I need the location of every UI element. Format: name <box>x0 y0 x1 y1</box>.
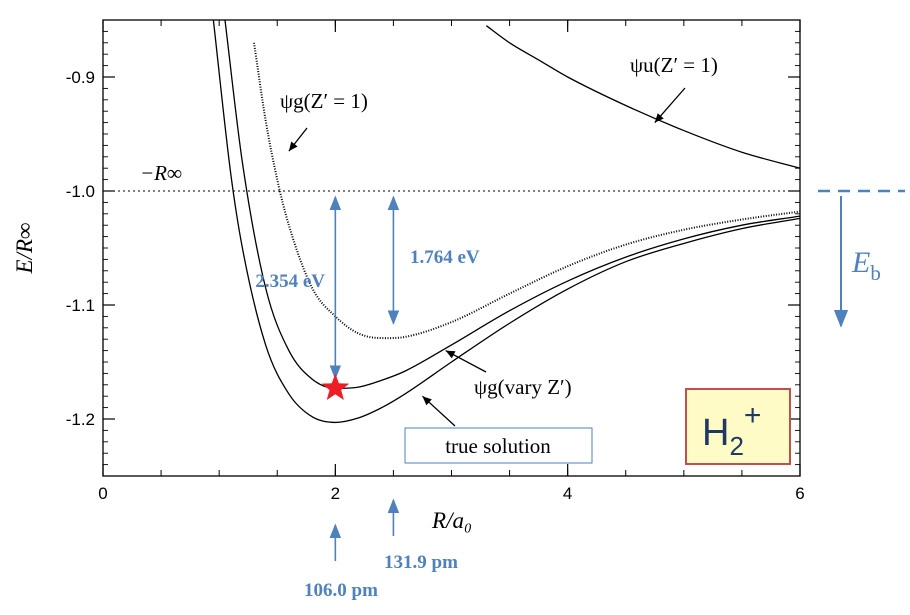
annotation-psi-u-z1: ψu(Z′ = 1) <box>630 53 718 77</box>
annotation-psi-g-z1: ψg(Z′ = 1) <box>280 89 368 113</box>
series-psi-u-z1 <box>485 25 800 169</box>
y-tick-label: -1.1 <box>66 296 95 315</box>
x-tick-label: 6 <box>795 484 804 503</box>
svg-text:H2+: H2+ <box>702 399 761 461</box>
badge-subscript: 2 <box>729 431 743 461</box>
reference-line-label: −R∞ <box>140 161 182 185</box>
y-tick-label: -0.9 <box>66 68 95 87</box>
y-tick-label: -1.2 <box>66 410 95 429</box>
badge-base: H <box>702 412 729 454</box>
binding-energy-label: Eb <box>851 246 881 285</box>
annotation-arrowhead <box>288 141 298 152</box>
bond-length-label-1060: 106.0 pm <box>304 580 378 601</box>
x-axis-label: R/a₀ <box>431 508 472 533</box>
y-tick-label: -1.0 <box>66 182 95 201</box>
minimum-star-marker <box>321 373 350 401</box>
x-tick-label: 0 <box>98 484 107 503</box>
series-true-solution <box>212 20 800 424</box>
annotation-arrowhead <box>422 396 432 406</box>
true-solution-legend-box: true solution <box>404 427 593 464</box>
bond-length-label-1319: 131.9 pm <box>384 552 458 573</box>
series-psi-g-z1 <box>253 42 800 340</box>
annotation-arrowhead <box>654 113 664 123</box>
energy-gap-label-2354: 2.354 eV <box>255 271 325 292</box>
x-tick-label: 2 <box>331 484 340 503</box>
molecule-badge: H2+ <box>685 388 791 465</box>
y-axis-label: E/R∞ <box>12 223 37 275</box>
energy-gap-label-1764: 1.764 eV <box>410 247 480 268</box>
annotation-arrowhead <box>445 350 456 359</box>
plot-frame <box>102 19 801 477</box>
x-tick-label: 4 <box>563 484 572 503</box>
annotation-true-solution: true solution <box>445 434 551 458</box>
annotation-psi-g-vary: ψg(vary Z′) <box>474 375 572 399</box>
series-psi-g-vary <box>224 20 800 389</box>
badge-superscript: + <box>744 399 762 432</box>
